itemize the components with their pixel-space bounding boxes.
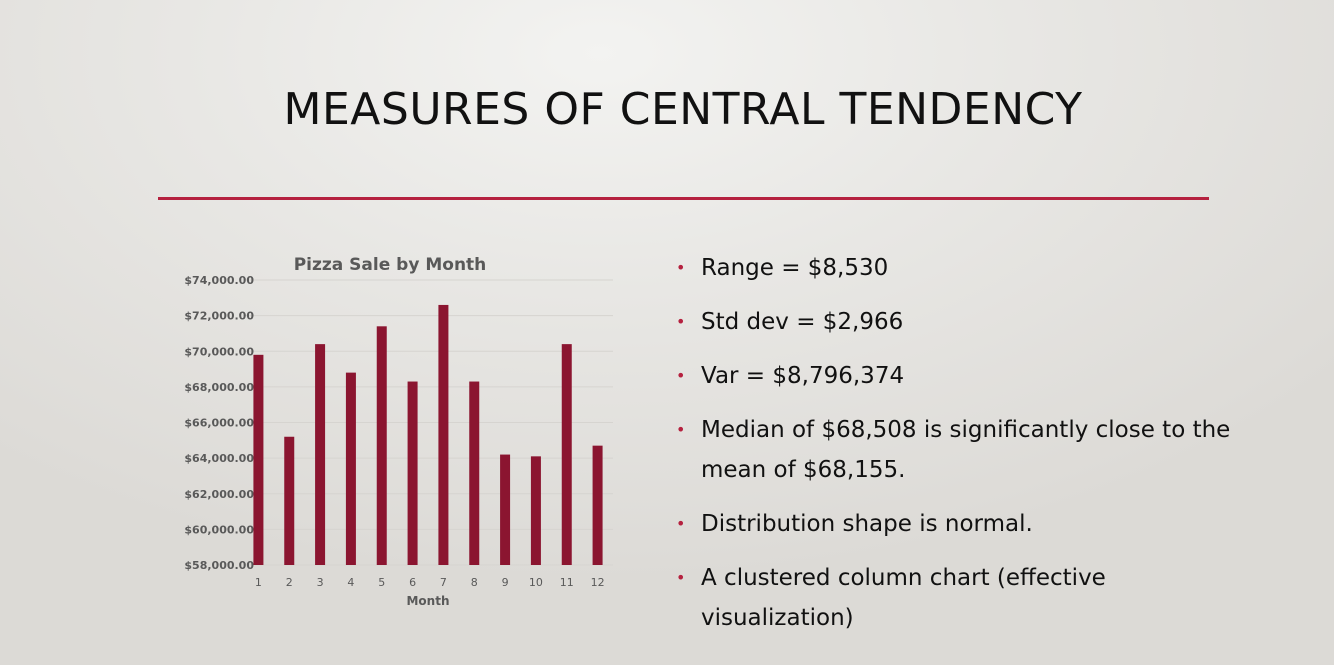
bullet-item: • A clustered column chart (effective vis… (676, 558, 1236, 638)
bullet-text: Median of $68,508 is significantly close… (701, 417, 1231, 483)
bullet-text: Range = $8,530 (701, 255, 889, 281)
bullet-item: • Range = $8,530 (676, 248, 1236, 288)
pizza-sale-chart: Pizza Sale by Month $58,000.00 $60,000.00… (150, 240, 630, 620)
y-tick-label: $68,000.00 (184, 381, 254, 394)
bullet-dot-icon: • (676, 258, 686, 277)
y-tick-label: $70,000.00 (184, 345, 254, 358)
bar-month-4 (345, 372, 356, 565)
bar-month-8 (469, 381, 480, 565)
y-tick-label: $62,000.00 (184, 488, 254, 501)
chart-title: Pizza Sale by Month (294, 255, 487, 275)
bullet-dot-icon: • (676, 568, 686, 587)
x-tick-label: 2 (286, 576, 293, 589)
x-tick-label: 4 (347, 576, 354, 589)
slide-title: MEASURES OF CENTRAL TENDENCY (283, 84, 1083, 135)
x-axis-tick-labels: 1 2 3 4 5 6 7 8 9 10 11 12 (255, 576, 605, 589)
title-divider (158, 197, 1209, 200)
bullet-list: • Range = $8,530 • Std dev = $2,966 • Var =… (676, 248, 1236, 652)
bar-month-7 (438, 304, 449, 565)
bullet-item: • Median of $68,508 is significantly clos… (676, 410, 1236, 490)
gridlines (243, 279, 613, 566)
y-tick-label: $74,000.00 (184, 274, 254, 287)
x-tick-label: 8 (471, 576, 478, 589)
x-tick-label: 5 (378, 576, 385, 589)
bullet-text: Std dev = $2,966 (701, 309, 904, 335)
y-tick-label: $64,000.00 (184, 452, 254, 465)
bars (253, 304, 603, 565)
chart-svg: Pizza Sale by Month $58,000.00 $60,000.00… (184, 255, 613, 608)
x-tick-label: 11 (560, 576, 574, 589)
y-tick-label: $60,000.00 (184, 523, 254, 536)
bar-month-9 (500, 454, 511, 565)
bar-month-3 (315, 344, 326, 565)
x-axis-title: Month (406, 594, 449, 608)
x-tick-label: 12 (591, 576, 605, 589)
y-tick-label: $72,000.00 (184, 310, 254, 323)
x-tick-label: 9 (502, 576, 509, 589)
y-tick-label: $58,000.00 (184, 559, 254, 572)
bullet-text: Var = $8,796,374 (701, 363, 905, 389)
bullet-dot-icon: • (676, 420, 686, 439)
x-tick-label: 6 (409, 576, 416, 589)
bullet-item: • Distribution shape is normal. (676, 504, 1236, 544)
bar-month-1 (253, 354, 264, 565)
x-tick-label: 3 (317, 576, 324, 589)
bullet-item: • Std dev = $2,966 (676, 302, 1236, 342)
y-axis-tick-labels: $58,000.00 $60,000.00 $62,000.00 $64,000.00… (184, 274, 254, 572)
bar-month-6 (407, 381, 418, 565)
bar-month-2 (284, 436, 295, 565)
bullet-text: Distribution shape is normal. (701, 511, 1033, 537)
bullet-item: • Var = $8,796,374 (676, 356, 1236, 396)
x-tick-label: 10 (529, 576, 543, 589)
x-tick-label: 1 (255, 576, 262, 589)
bullet-dot-icon: • (676, 514, 686, 533)
bullet-text: A clustered column chart (effective visu… (701, 565, 1106, 631)
x-tick-label: 7 (440, 576, 447, 589)
bar-month-5 (376, 326, 387, 565)
y-tick-label: $66,000.00 (184, 417, 254, 430)
bar-month-12 (592, 445, 603, 565)
bullet-dot-icon: • (676, 312, 686, 331)
bar-month-11 (561, 344, 572, 565)
bar-month-10 (530, 456, 541, 565)
bullet-dot-icon: • (676, 366, 686, 385)
